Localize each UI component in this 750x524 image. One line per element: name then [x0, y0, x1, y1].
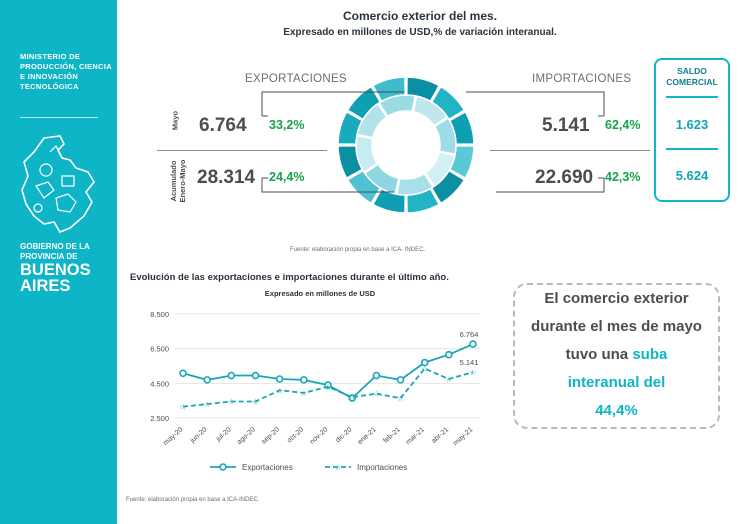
point-importaciones: ☆ [252, 398, 259, 407]
point-exportaciones [420, 358, 429, 367]
row-label-accumulated-line1: Acumulado [169, 160, 178, 202]
point-importaciones: ☆ [421, 365, 428, 374]
x-tick-label: jun-20 [189, 426, 209, 445]
x-tick-label: mar-21 [405, 426, 426, 446]
trade-balance-acc: 5.624 [675, 168, 709, 183]
imports-row-divider [490, 150, 650, 151]
province-name-line1: BUENOS [20, 261, 91, 279]
legend-marker: ☆ [334, 463, 341, 472]
imports-may-value: 5.141 [542, 115, 590, 136]
message-line4: interanual del [567, 374, 666, 391]
sidebar-divider [20, 117, 98, 118]
source-note-bottom: Fuente: elaboración propia en base a ICA… [126, 497, 260, 503]
trade-balance-box [654, 58, 730, 202]
imports-acc-pct: 42,3% [605, 170, 641, 184]
y-tick-label: 2.500 [150, 414, 169, 423]
message-line3-accent: suba [632, 346, 668, 363]
point-importaciones: ☆ [276, 386, 283, 395]
row-label-accumulated: Acumulado Enero-Mayo [169, 141, 187, 221]
message-line1: El comercio exterior [544, 290, 689, 307]
point-exportaciones [300, 376, 308, 384]
sidebar: MINISTERIO DE PRODUCCIÓN, CIENCIA E INNO… [0, 0, 117, 524]
point-importaciones: ☆ [204, 400, 211, 409]
exports-may-value: 6.764 [199, 115, 247, 136]
ministry-name: MINISTERIO DE PRODUCCIÓN, CIENCIA E INNO… [20, 52, 112, 91]
x-tick-label: ene-21 [357, 426, 378, 446]
row-label-accumulated-line2: Enero-Mayo [178, 159, 187, 203]
point-exportaciones [179, 369, 187, 378]
trade-line-chart: 8.500 6.500 4.500 2.500 may-20 jun-20 jul-20 ag… [150, 310, 481, 472]
series-line-importaciones [182, 367, 474, 408]
legend-label-exportaciones: Exportaciones [242, 463, 293, 472]
point-exportaciones [396, 376, 405, 384]
exports-label: EXPORTACIONES [245, 73, 347, 85]
point-importaciones: ☆ [397, 394, 404, 403]
point-importaciones: ☆ [373, 390, 380, 399]
x-tick-label: jul-20 [215, 426, 233, 443]
chart-subtitle: Expresado en millones de USD [264, 289, 376, 298]
trade-balance-title-line2: COMERCIAL [666, 77, 718, 87]
trade-balance-rule-top [666, 96, 718, 98]
point-exportaciones [372, 371, 381, 380]
y-tick-label: 8.500 [150, 310, 169, 319]
point-importaciones: ☆ [179, 403, 186, 412]
point-importaciones: ☆ [300, 389, 307, 398]
province-name-line2: AIRES [20, 277, 71, 295]
trade-donut-chart [337, 76, 475, 214]
x-tick-label: feb-21 [382, 426, 402, 445]
end-value-label: 5.141 [460, 358, 479, 367]
exports-connector-lines [261, 91, 404, 193]
trade-balance-rule-mid [666, 148, 718, 150]
x-tick-label: sep-20 [260, 426, 281, 446]
point-exportaciones [445, 350, 453, 359]
message-line3-text: tuvo una [565, 346, 633, 363]
page-title: Comercio exterior del mes. [342, 9, 498, 23]
trade-balance-title: SALDO COMERCIAL [654, 66, 730, 88]
x-tick-label: may-21 [452, 426, 474, 447]
message-line2: durante el mes de mayo [531, 318, 702, 335]
legend-label-importaciones: Importaciones [357, 463, 407, 472]
x-tick-label: may-20 [162, 426, 184, 447]
point-importaciones: ☆ [324, 383, 331, 392]
imports-label: IMPORTACIONES [532, 73, 632, 85]
highlight-message-box [513, 283, 720, 429]
point-importaciones: ☆ [228, 398, 235, 407]
point-exportaciones [469, 340, 477, 348]
province-name: BUENOS AIRES [20, 261, 115, 295]
x-tick-label: oct-20 [286, 426, 305, 444]
exports-acc-pct: 24,4% [269, 170, 305, 184]
point-importaciones: ☆ [445, 375, 452, 384]
exports-row-divider [157, 150, 327, 151]
point-exportaciones [227, 371, 236, 380]
point-exportaciones [275, 375, 284, 383]
point-exportaciones [251, 371, 260, 380]
government-label: GOBIERNO DE LA PROVINCIA DE [20, 242, 90, 261]
point-exportaciones [203, 376, 211, 384]
exports-may-pct: 33,2% [269, 118, 305, 132]
x-tick-label: abr-21 [430, 426, 450, 445]
trade-balance-title-line1: SALDO [677, 66, 707, 76]
legend-marker [219, 463, 227, 471]
trade-balance-may: 1.623 [675, 117, 709, 132]
province-map-icon [21, 135, 95, 233]
message-line5: 44,4% [595, 402, 638, 419]
x-tick-label: dic-20 [335, 426, 354, 444]
point-importaciones: ☆ [469, 368, 476, 377]
imports-may-pct: 62,4% [605, 118, 641, 132]
imports-acc-value: 22.690 [535, 167, 594, 188]
y-tick-label: 4.500 [150, 379, 169, 388]
message-line3: tuvo una suba [513, 346, 720, 363]
page-subtitle: Expresado en millones de USD,% de variac… [283, 27, 557, 38]
end-value-label: 6.764 [460, 330, 479, 339]
point-importaciones: ☆ [349, 393, 356, 402]
y-tick-label: 6.500 [150, 345, 169, 354]
imports-connector-lines [466, 91, 605, 193]
x-tick-label: ago-20 [236, 426, 257, 446]
exports-acc-value: 28.314 [197, 167, 256, 188]
x-tick-label: nov-20 [309, 426, 330, 446]
source-note-top: Fuente: elaboración propia en base a ICA… [290, 247, 426, 253]
row-label-may: Mayo [170, 110, 180, 131]
chart-title: Evolución de las exportaciones e importa… [130, 272, 449, 283]
